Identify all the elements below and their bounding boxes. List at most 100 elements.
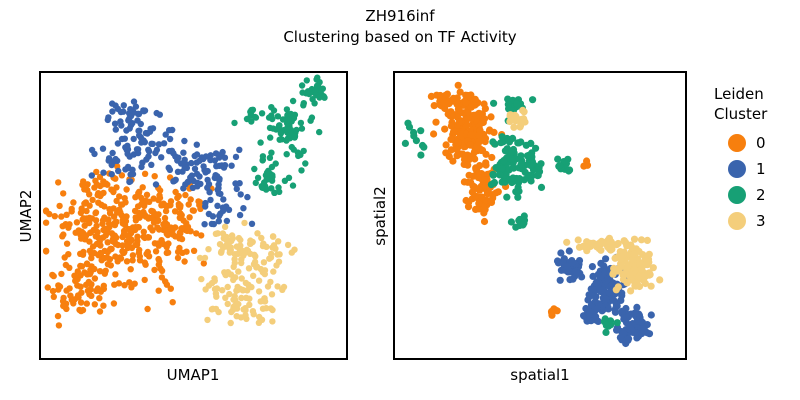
- umap-point-cluster-0: [146, 198, 153, 205]
- spatial-point-cluster-2: [509, 164, 517, 172]
- spatial-point-cluster-2: [565, 167, 573, 175]
- umap-point-cluster-0: [58, 213, 65, 220]
- umap-point-cluster-0: [183, 248, 190, 255]
- umap-point-cluster-0: [105, 220, 113, 227]
- umap-point-cluster-1: [168, 147, 176, 154]
- spatial-point-cluster-2: [507, 218, 515, 226]
- spatial-point-cluster-3: [506, 111, 514, 119]
- spatial-point-cluster-0: [488, 153, 496, 162]
- umap-point-cluster-2: [252, 179, 259, 187]
- umap-point-cluster-0: [44, 284, 51, 291]
- umap-point-cluster-2: [300, 147, 307, 155]
- umap-point-cluster-0: [151, 240, 159, 247]
- umap-point-cluster-0: [79, 306, 87, 314]
- umap-point-cluster-0: [163, 230, 170, 238]
- umap-point-cluster-2: [231, 119, 238, 127]
- spatial-point-cluster-2: [501, 147, 509, 155]
- umap-point-cluster-1: [188, 159, 195, 167]
- umap-point-cluster-1: [202, 199, 209, 207]
- umap-point-cluster-2: [276, 136, 283, 143]
- umap-point-cluster-1: [117, 118, 124, 125]
- umap-point-cluster-1: [191, 165, 199, 172]
- umap-point-cluster-2: [274, 113, 282, 120]
- umap-point-cluster-0: [82, 216, 89, 223]
- umap-point-cluster-0: [102, 267, 109, 274]
- umap-point-cluster-3: [221, 223, 229, 230]
- umap-point-cluster-1: [236, 211, 244, 219]
- umap-point-cluster-0: [113, 184, 120, 191]
- spatial-point-cluster-2: [527, 162, 535, 170]
- spatial-point-cluster-3: [589, 239, 597, 247]
- spatial-point-cluster-3: [520, 108, 528, 116]
- umap-point-cluster-3: [269, 233, 277, 240]
- umap-point-cluster-2: [285, 116, 292, 124]
- umap-point-cluster-2: [272, 160, 279, 167]
- spatial-point-cluster-0: [580, 162, 588, 170]
- umap-point-cluster-2: [267, 134, 274, 141]
- umap-point-cluster-0: [114, 258, 121, 265]
- umap-point-cluster-1: [135, 127, 142, 135]
- spatial-point-cluster-0: [430, 102, 438, 110]
- umap-point-cluster-2: [297, 119, 305, 127]
- umap-point-cluster-0: [110, 300, 118, 307]
- spatial-point-cluster-2: [417, 127, 425, 135]
- umap-point-cluster-3: [260, 259, 268, 266]
- umap-point-cluster-1: [148, 161, 155, 168]
- umap-point-cluster-0: [104, 261, 112, 268]
- umap-point-cluster-3: [205, 246, 212, 253]
- umap-point-cluster-3: [255, 277, 263, 284]
- umap-point-cluster-1: [148, 140, 155, 147]
- umap-point-cluster-0: [84, 260, 91, 268]
- umap-point-cluster-1: [223, 217, 231, 225]
- spatial-point-cluster-2: [508, 134, 517, 142]
- umap-point-cluster-0: [120, 216, 127, 223]
- umap-point-cluster-2: [275, 122, 283, 129]
- spatial-point-cluster-1: [645, 330, 654, 338]
- umap-point-cluster-0: [163, 249, 170, 257]
- umap-point-cluster-3: [258, 234, 265, 242]
- umap-point-cluster-0: [174, 248, 182, 256]
- umap-point-cluster-0: [66, 264, 73, 271]
- umap-point-cluster-3: [275, 258, 283, 265]
- umap-point-cluster-0: [163, 221, 171, 228]
- umap-point-cluster-0: [154, 224, 161, 231]
- spatial-point-cluster-0: [430, 130, 438, 138]
- umap-point-cluster-0: [158, 267, 166, 274]
- umap-point-cluster-1: [152, 149, 159, 157]
- umap-point-cluster-1: [207, 196, 214, 204]
- umap-point-cluster-0: [97, 191, 105, 198]
- umap-point-cluster-1: [204, 176, 211, 184]
- umap-point-cluster-1: [221, 154, 229, 161]
- umap-point-cluster-0: [142, 261, 149, 268]
- legend-item-2: 2: [728, 182, 767, 208]
- umap-point-cluster-1: [208, 220, 215, 228]
- spatial-point-cluster-1: [647, 311, 655, 319]
- umap-point-cluster-1: [212, 150, 220, 157]
- umap-point-cluster-0: [83, 232, 90, 239]
- spatial-point-cluster-3: [656, 276, 664, 284]
- umap-point-cluster-0: [56, 283, 64, 290]
- spatial-point-cluster-2: [490, 99, 498, 107]
- umap-point-cluster-0: [121, 195, 128, 202]
- umap-point-cluster-1: [160, 140, 168, 147]
- umap-point-cluster-0: [183, 220, 190, 227]
- umap-point-cluster-0: [152, 248, 160, 255]
- umap-point-cluster-1: [166, 135, 174, 143]
- umap-point-cluster-1: [109, 149, 116, 157]
- umap-point-cluster-1: [169, 126, 176, 134]
- umap-point-cluster-0: [99, 217, 107, 224]
- umap-point-cluster-0: [70, 199, 77, 206]
- umap-point-cluster-1: [147, 125, 154, 132]
- umap-point-cluster-1: [214, 202, 221, 209]
- spatial-point-cluster-3: [626, 272, 634, 280]
- umap-point-cluster-0: [163, 281, 171, 288]
- umap-point-cluster-0: [139, 200, 146, 207]
- umap-point-cluster-2: [283, 137, 290, 144]
- spatial-point-cluster-3: [637, 236, 646, 244]
- spatial-point-cluster-0: [481, 105, 489, 113]
- spatial-point-cluster-0: [482, 161, 490, 169]
- umap-point-cluster-0: [63, 287, 70, 294]
- umap-point-cluster-3: [258, 316, 266, 323]
- umap-point-cluster-1: [127, 178, 134, 185]
- spatial-point-cluster-0: [474, 174, 482, 182]
